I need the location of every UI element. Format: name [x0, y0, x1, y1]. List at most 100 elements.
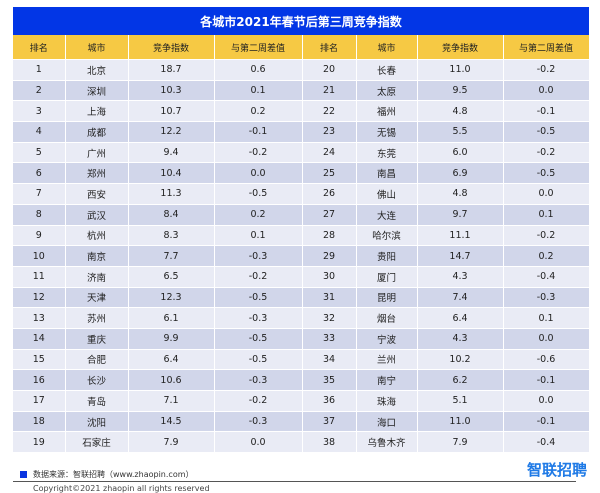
table-cell: 广州 [65, 142, 129, 164]
table-row: 11 济南 6.5 -0.2 30 厦门 4.3 -0.4 [13, 266, 590, 288]
column-header: 竞争指数 [128, 35, 215, 60]
table-cell: -0.2 [503, 59, 590, 81]
table-cell: 4.8 [417, 100, 504, 123]
table-cell: 无锡 [356, 121, 418, 143]
table-cell: 36 [302, 390, 357, 412]
table-cell: -0.2 [503, 142, 590, 164]
table-cell: 6.4 [128, 349, 215, 371]
table-cell: 宁波 [356, 328, 418, 350]
table-row: 3 上海 10.7 0.2 22 福州 4.8 -0.1 [13, 100, 590, 123]
table-cell: 10.7 [128, 100, 215, 123]
table-row: 6 郑州 10.4 0.0 25 南昌 6.9 -0.5 [13, 162, 590, 185]
table-cell: 26 [302, 183, 357, 205]
table-cell: 12.3 [128, 287, 215, 309]
table-cell: 14.7 [417, 245, 504, 267]
table-row: 4 成都 12.2 -0.1 23 无锡 5.5 -0.5 [13, 121, 590, 143]
table-row: 14 重庆 9.9 -0.5 33 宁波 4.3 0.0 [13, 328, 590, 350]
table-row: 15 合肥 6.4 -0.5 34 兰州 10.2 -0.6 [13, 349, 590, 371]
table-cell: 9.4 [128, 142, 215, 164]
table-cell: 郑州 [65, 162, 129, 185]
table-cell: -0.4 [503, 266, 590, 288]
table-row: 7 西安 11.3 -0.5 26 佛山 4.8 0.0 [13, 183, 590, 205]
table-cell: 10.4 [128, 162, 215, 185]
table-cell: -0.2 [214, 142, 303, 164]
column-header: 排名 [302, 35, 357, 60]
table-cell: 西安 [65, 183, 129, 205]
table-cell: 16 [13, 369, 66, 391]
table-cell: -0.2 [214, 266, 303, 288]
table-cell: 14 [13, 328, 66, 350]
table-cell: 烟台 [356, 307, 418, 329]
table-cell: 北京 [65, 59, 129, 81]
column-header: 城市 [356, 35, 418, 60]
table-cell: 0.0 [503, 328, 590, 350]
table-cell: 29 [302, 245, 357, 267]
table-cell: 22 [302, 100, 357, 123]
copyright: Copyright©2021 zhaopin all rights reserv… [33, 484, 210, 493]
table-cell: 太原 [356, 80, 418, 102]
table-cell: 7 [13, 183, 66, 205]
table-cell: 9 [13, 225, 66, 247]
table-cell: 0.2 [214, 204, 303, 226]
table-cell: 0.0 [503, 80, 590, 102]
table-cell: -0.1 [503, 100, 590, 123]
table-cell: 34 [302, 349, 357, 371]
table-cell: 青岛 [65, 390, 129, 412]
table-cell: 20 [302, 59, 357, 81]
table-cell: 27 [302, 204, 357, 226]
table-cell: 哈尔滨 [356, 225, 418, 247]
table-cell: 9.5 [417, 80, 504, 102]
table-cell: -0.5 [214, 349, 303, 371]
table-row: 16 长沙 10.6 -0.3 35 南宁 6.2 -0.1 [13, 369, 590, 391]
table-cell: -0.3 [214, 245, 303, 267]
table-row: 17 青岛 7.1 -0.2 36 珠海 5.1 0.0 [13, 390, 590, 412]
table-cell: -0.5 [214, 183, 303, 205]
table-cell: 济南 [65, 266, 129, 288]
table-cell: 6.0 [417, 142, 504, 164]
table-cell: 10.2 [417, 349, 504, 371]
table-cell: 15 [13, 349, 66, 371]
table-cell: 厦门 [356, 266, 418, 288]
table-cell: 天津 [65, 287, 129, 309]
source-note: 数据来源：智联招聘（www.zhaopin.com） [20, 469, 194, 480]
table-cell: 11 [13, 266, 66, 288]
table-cell: 12 [13, 287, 66, 309]
table-cell: 苏州 [65, 307, 129, 329]
table-cell: 8.4 [128, 204, 215, 226]
column-header: 与第二周差值 [503, 35, 590, 60]
table-cell: 石家庄 [65, 431, 129, 454]
table-cell: 9.7 [417, 204, 504, 226]
table-cell: 兰州 [356, 349, 418, 371]
table-cell: 长春 [356, 59, 418, 81]
table-cell: 6.4 [417, 307, 504, 329]
table-cell: 3 [13, 100, 66, 123]
table-title: 各城市2021年春节后第三周竞争指数 [13, 7, 589, 35]
table-cell: -0.3 [214, 411, 303, 433]
table-cell: 10 [13, 245, 66, 267]
table-cell: 13 [13, 307, 66, 329]
table-cell: 4.3 [417, 328, 504, 350]
table-cell: 4.8 [417, 183, 504, 205]
table-cell: 6.9 [417, 162, 504, 185]
table-cell: 28 [302, 225, 357, 247]
table-cell: 11.0 [417, 411, 504, 433]
table-cell: -0.3 [503, 287, 590, 309]
table-cell: -0.2 [503, 225, 590, 247]
table-cell: 南京 [65, 245, 129, 267]
table-cell: 大连 [356, 204, 418, 226]
table-cell: 0.0 [214, 162, 303, 185]
table-cell: 南昌 [356, 162, 418, 185]
table-cell: 上海 [65, 100, 129, 123]
table-cell: 6 [13, 162, 66, 185]
column-header: 与第二周差值 [214, 35, 303, 60]
table-cell: 32 [302, 307, 357, 329]
table-cell: 5.1 [417, 390, 504, 412]
table-cell: 5.5 [417, 121, 504, 143]
table-cell: 2 [13, 80, 66, 102]
table-cell: 30 [302, 266, 357, 288]
table-cell: 南宁 [356, 369, 418, 391]
table-row: 12 天津 12.3 -0.5 31 昆明 7.4 -0.3 [13, 287, 590, 309]
table-cell: 1 [13, 59, 66, 81]
column-header: 排名 [13, 35, 66, 60]
table-cell: 乌鲁木齐 [356, 431, 418, 454]
